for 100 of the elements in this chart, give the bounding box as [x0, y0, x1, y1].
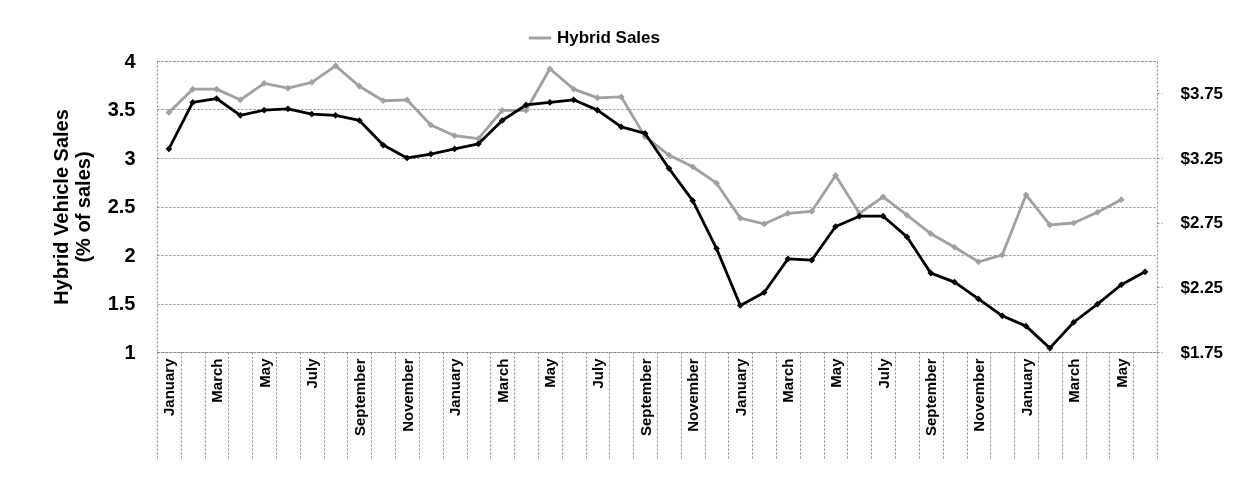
point — [736, 302, 744, 309]
x-tick-label: March — [208, 358, 226, 403]
point — [403, 96, 411, 104]
point — [1046, 344, 1054, 352]
point — [284, 105, 292, 113]
point — [522, 101, 530, 109]
point — [713, 179, 720, 187]
y2-tick-label: $2.75 — [1180, 213, 1224, 233]
x-tick-label: January — [446, 357, 464, 417]
x-tick-label: July — [588, 357, 606, 389]
y2-tick-label: $3.25 — [1180, 148, 1224, 168]
point — [284, 84, 292, 92]
point — [332, 62, 339, 70]
x-tick-label: January — [160, 357, 178, 417]
x-tick-label: July — [303, 357, 321, 389]
x-tick-label: November — [684, 358, 702, 432]
point — [951, 243, 958, 251]
point — [665, 151, 673, 159]
x-tick-label: September — [636, 358, 654, 437]
point — [879, 193, 887, 201]
point — [951, 278, 958, 286]
point — [498, 107, 506, 114]
point — [665, 164, 673, 172]
point — [570, 96, 578, 104]
point — [308, 78, 316, 86]
point — [236, 111, 244, 119]
point — [570, 85, 578, 93]
point — [594, 106, 601, 114]
point — [927, 230, 935, 238]
point — [165, 145, 173, 153]
point — [1094, 300, 1101, 308]
point — [832, 223, 839, 230]
y2-tick-label: $3.75 — [1180, 83, 1224, 103]
legend-label: Hybrid Sales — [557, 28, 660, 47]
point — [713, 245, 720, 252]
x-tick-label: May — [1112, 357, 1130, 388]
point — [1022, 322, 1030, 330]
x-tick-label: March — [779, 358, 797, 403]
y-tick-label: 1.5 — [107, 292, 136, 314]
point — [356, 82, 363, 90]
point — [260, 106, 268, 114]
y-tick-label: 2.5 — [107, 195, 136, 217]
point — [808, 256, 816, 264]
x-tick-label: September — [922, 358, 940, 437]
point — [236, 96, 244, 104]
x-tick-label: January — [731, 357, 749, 417]
point — [784, 209, 792, 217]
point — [475, 135, 482, 142]
point — [1070, 318, 1078, 326]
y-tick-label: 4 — [124, 49, 137, 72]
point — [903, 211, 911, 219]
point — [213, 95, 220, 102]
point — [1070, 219, 1078, 227]
point — [546, 99, 554, 106]
y2-tick-label: $2.25 — [1180, 277, 1224, 297]
point — [427, 150, 435, 158]
point — [760, 220, 768, 228]
point — [617, 123, 625, 131]
x-tick-label: January — [1017, 357, 1035, 417]
point — [784, 255, 792, 263]
point — [403, 154, 411, 162]
point — [189, 99, 197, 106]
point — [998, 312, 1006, 320]
point — [379, 141, 387, 149]
point — [689, 163, 697, 171]
y-tick-label: 3 — [124, 146, 136, 169]
point — [498, 117, 506, 124]
y-tick-label: 2 — [124, 243, 136, 266]
x-tick-label: March — [1065, 358, 1083, 403]
point — [475, 140, 482, 148]
point — [808, 208, 816, 215]
point — [1094, 208, 1101, 216]
point — [1141, 268, 1149, 276]
point — [736, 214, 744, 222]
point — [975, 258, 982, 266]
y-tick-label: 1 — [124, 340, 136, 363]
point — [832, 172, 839, 179]
point — [546, 65, 554, 73]
point — [1117, 196, 1125, 204]
point — [927, 269, 935, 277]
x-tick-label: July — [874, 357, 892, 389]
point — [879, 212, 887, 220]
point — [903, 233, 911, 241]
point — [594, 94, 601, 102]
x-tick-label: September — [350, 358, 368, 437]
point — [998, 251, 1006, 259]
point — [451, 132, 458, 140]
y-tick-label: 3.5 — [107, 98, 136, 120]
point — [332, 111, 339, 119]
point — [165, 109, 173, 116]
point — [1117, 281, 1125, 289]
x-tick-label: May — [255, 357, 273, 388]
point — [689, 197, 697, 205]
point — [451, 145, 458, 153]
y2-tick-label: $1.75 — [1180, 342, 1224, 362]
x-tick-label: November — [969, 358, 987, 432]
y-axis-title: Hybrid Vehicle Sales (% of sales) — [49, 109, 94, 305]
x-tick-label: March — [493, 358, 511, 403]
x-tick-label: May — [541, 357, 559, 388]
point — [356, 117, 363, 124]
